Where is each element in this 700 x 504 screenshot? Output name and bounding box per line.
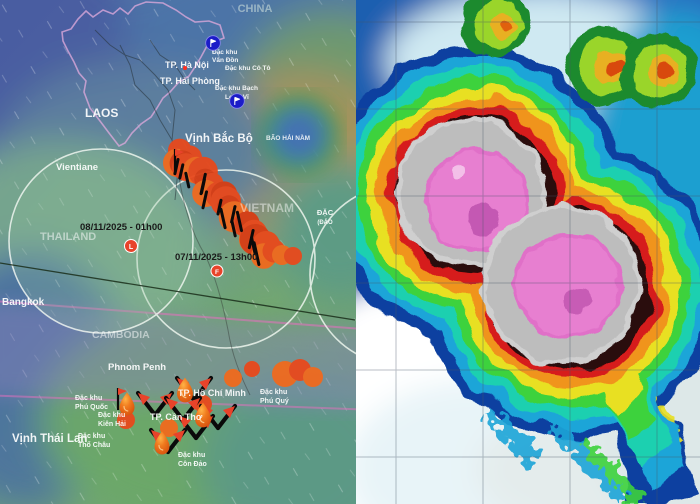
svg-text:07/11/2025 - 13h00: 07/11/2025 - 13h00: [175, 252, 257, 263]
svg-text:Đặc khu: Đặc khu: [75, 395, 102, 402]
svg-text:Phnom Penh: Phnom Penh: [108, 362, 166, 373]
svg-text:LAOS: LAOS: [85, 106, 118, 120]
svg-text:Thổ Châu: Thổ Châu: [78, 441, 110, 449]
svg-text:ĐẶC: ĐẶC: [317, 208, 334, 217]
svg-text:Đặc khu Bạch: Đặc khu Bạch: [215, 85, 258, 92]
svg-text:(ĐẢO: (ĐẢO: [317, 219, 333, 226]
svg-text:TP. Hải Phòng: TP. Hải Phòng: [160, 76, 220, 86]
svg-text:CHINA: CHINA: [238, 3, 273, 15]
svg-text:Đặc khu: Đặc khu: [98, 412, 125, 419]
svg-text:Vientiane: Vientiane: [56, 162, 98, 173]
svg-text:Vịnh Thái Lan: Vịnh Thái Lan: [12, 433, 87, 445]
svg-text:Phú Quốc: Phú Quốc: [75, 403, 108, 411]
svg-text:F: F: [215, 269, 219, 276]
svg-text:Kiên Hải: Kiên Hải: [98, 421, 126, 428]
svg-text:Đặc khu: Đặc khu: [78, 433, 105, 440]
svg-text:Phú Quý: Phú Quý: [260, 398, 289, 405]
svg-text:L: L: [129, 244, 134, 251]
svg-text:Vịnh Bắc Bộ: Vịnh Bắc Bộ: [185, 132, 253, 145]
svg-text:TP. Cần Thơ: TP. Cần Thơ: [150, 412, 203, 422]
svg-text:Đặc khu: Đặc khu: [178, 452, 205, 459]
svg-text:VIETNAM: VIETNAM: [240, 201, 294, 215]
svg-text:Bangkok: Bangkok: [2, 297, 45, 308]
svg-text:Vân Đồn: Vân Đồn: [212, 55, 238, 64]
svg-text:THAILAND: THAILAND: [40, 231, 96, 243]
svg-text:Đặc khu Cô Tô: Đặc khu Cô Tô: [225, 65, 271, 72]
svg-text:Côn Đảo: Côn Đảo: [178, 461, 207, 468]
svg-text:Đặc khu: Đặc khu: [260, 389, 287, 396]
svg-text:TP. Hồ Chí Minh: TP. Hồ Chí Minh: [178, 388, 246, 398]
svg-text:CAMBODIA: CAMBODIA: [92, 329, 150, 341]
